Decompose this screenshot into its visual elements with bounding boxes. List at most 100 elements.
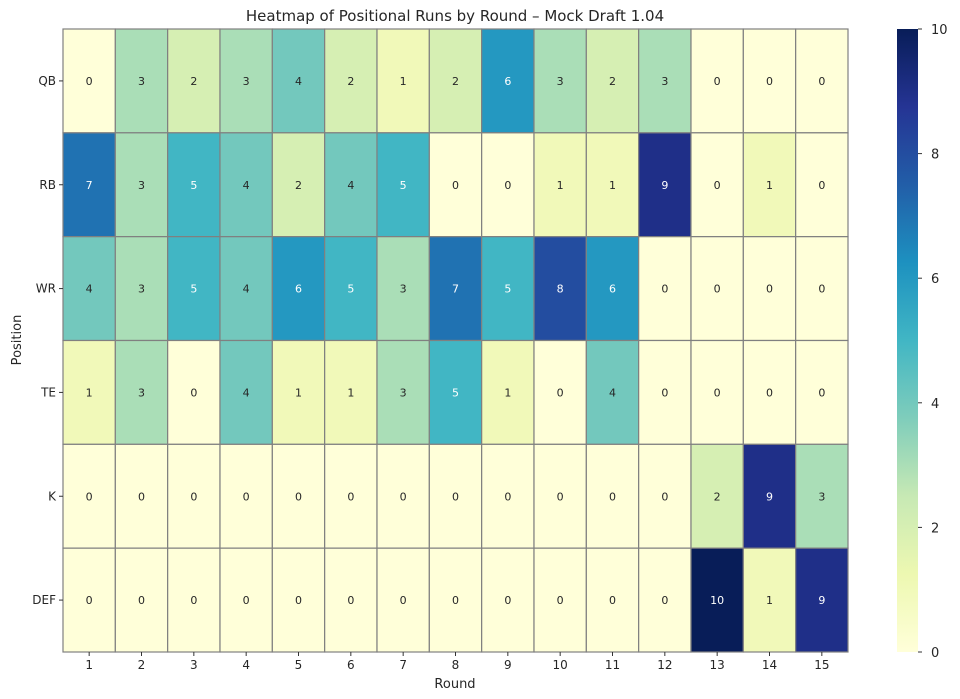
cell-label: 4 (295, 75, 302, 88)
colorbar-tick-label: 4 (931, 397, 939, 412)
cell-label: 9 (766, 490, 773, 503)
heatmap-cell (114, 547, 169, 653)
cell-label: 0 (609, 490, 616, 503)
colorbar-tick-label: 8 (931, 148, 939, 163)
cell-label: 3 (138, 283, 145, 296)
cell-label: 1 (766, 179, 773, 192)
heatmap-cell (324, 236, 378, 342)
cell-label: 0 (295, 594, 302, 607)
cell-label: 0 (766, 283, 773, 296)
heatmap-cell (167, 339, 221, 445)
cell-label: 3 (138, 386, 145, 399)
cell-label: 1 (504, 386, 511, 399)
heatmap-cell (795, 443, 849, 549)
cell-label: 7 (86, 179, 93, 192)
x-axis-ticks: 1 2 3 4 5 6 7 8 9 10 11 12 13 14 15 (85, 652, 829, 672)
cell-label: 3 (138, 75, 145, 88)
cell-label: 4 (86, 283, 93, 296)
cell-label: 2 (347, 75, 354, 88)
x-tick-label: 9 (504, 658, 512, 672)
cell-label: 1 (609, 179, 616, 192)
chart-title: Heatmap of Positional Runs by Round – Mo… (246, 7, 664, 25)
cell-label: 0 (661, 386, 668, 399)
cell-label: 4 (243, 283, 250, 296)
heatmap-cell (533, 236, 587, 342)
heatmap-cell (324, 132, 378, 238)
heatmap-cell (324, 547, 378, 653)
cell-label: 0 (557, 594, 564, 607)
x-tick-label: 1 (85, 658, 93, 672)
x-tick-label: 7 (399, 658, 407, 672)
x-tick-label: 5 (295, 658, 303, 672)
cell-label: 0 (452, 179, 459, 192)
cell-label: 0 (190, 594, 197, 607)
cell-label: 0 (714, 283, 721, 296)
cell-label: 0 (714, 75, 721, 88)
x-tick-label: 8 (452, 658, 460, 672)
heatmap-cell (62, 339, 116, 445)
heatmap-cells: 0 3 2 3 4 2 1 2 6 3 2 3 0 0 07 3 5 4 2 4 5 0 0 1 1 9 0 1 04 3 5 4 6 5 3 7 5 8… (62, 28, 849, 653)
cell-label: 0 (661, 283, 668, 296)
heatmap-cell (219, 547, 273, 653)
y-axis-ticks: QB RB WR TE K DEF (32, 74, 63, 607)
y-tick-label: RB (39, 178, 56, 192)
heatmap-cell (742, 28, 797, 134)
heatmap-cell (638, 28, 692, 134)
cell-label: 5 (452, 386, 459, 399)
cell-label: 5 (190, 283, 197, 296)
y-tick-label: K (48, 489, 57, 503)
cell-label: 0 (766, 386, 773, 399)
heatmap-cell (481, 339, 535, 445)
heatmap-cell (690, 443, 744, 549)
heatmap-cell (533, 28, 587, 134)
heatmap-cell (114, 132, 169, 238)
heatmap-cell (376, 236, 430, 342)
heatmap-cell (271, 132, 326, 238)
heatmap-cell (638, 443, 692, 549)
heatmap-cell (690, 132, 744, 238)
colorbar-tick-label: 6 (931, 272, 939, 287)
heatmap-cell (62, 547, 116, 653)
cell-label: 1 (86, 386, 93, 399)
cell-label: 1 (766, 594, 773, 607)
cell-label: 0 (400, 490, 407, 503)
x-tick-label: 10 (553, 658, 568, 672)
colorbar-tick-label: 10 (931, 23, 948, 38)
cell-label: 5 (347, 283, 354, 296)
x-axis-label: Round (434, 677, 475, 692)
colorbar (897, 29, 918, 652)
heatmap-cell (585, 339, 640, 445)
cell-label: 0 (504, 179, 511, 192)
cell-label: 3 (243, 75, 250, 88)
heatmap-cell (481, 547, 535, 653)
cell-label: 1 (347, 386, 354, 399)
cell-label: 0 (818, 386, 825, 399)
heatmap-cell (428, 547, 483, 653)
cell-label: 0 (86, 75, 93, 88)
heatmap-cell (219, 443, 273, 549)
heatmap-cell (376, 132, 430, 238)
cell-label: 1 (295, 386, 302, 399)
x-tick-label: 4 (242, 658, 250, 672)
heatmap-cell (533, 132, 587, 238)
cell-label: 3 (400, 283, 407, 296)
cell-label: 3 (818, 490, 825, 503)
heatmap-cell (533, 339, 587, 445)
cell-label: 3 (557, 75, 564, 88)
cell-label: 0 (190, 386, 197, 399)
heatmap-cell (167, 547, 221, 653)
heatmap-cell (533, 443, 587, 549)
cell-label: 0 (714, 179, 721, 192)
x-tick-label: 3 (190, 658, 198, 672)
cell-label: 0 (400, 594, 407, 607)
y-tick-label: WR (36, 282, 56, 296)
cell-label: 0 (452, 594, 459, 607)
cell-label: 2 (295, 179, 302, 192)
heatmap-cell (690, 236, 744, 342)
x-tick-label: 15 (814, 658, 829, 672)
x-tick-label: 13 (710, 658, 725, 672)
cell-label: 5 (400, 179, 407, 192)
cell-label: 0 (347, 490, 354, 503)
cell-label: 2 (452, 75, 459, 88)
x-tick-label: 12 (657, 658, 672, 672)
